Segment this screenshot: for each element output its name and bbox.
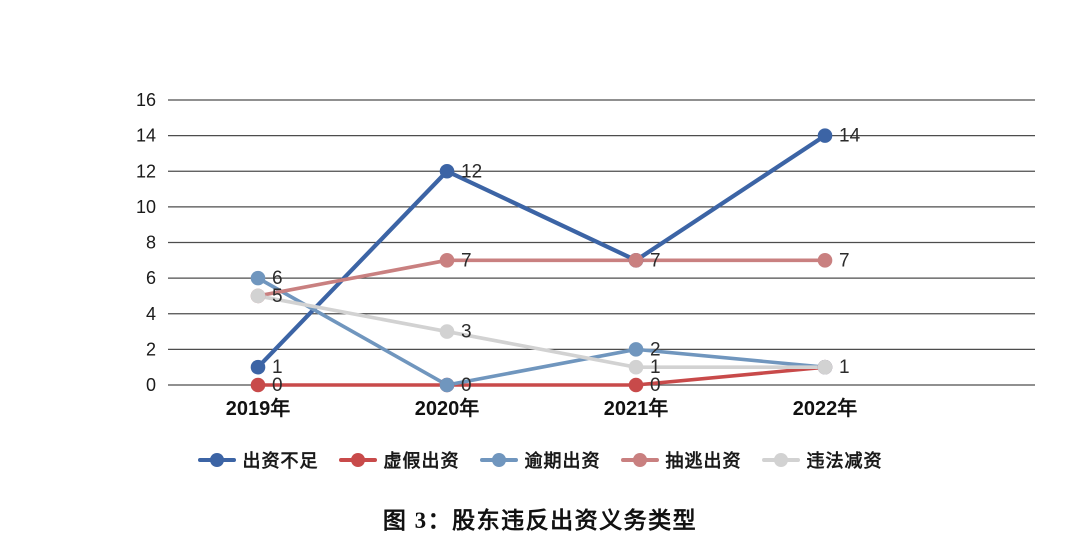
legend-marker-dot-icon	[209, 453, 224, 467]
series-3-point-2	[628, 253, 644, 268]
y-tick-label-6: 6	[146, 268, 156, 288]
chart-caption: 图 3：股东违反出资义务类型	[382, 508, 698, 533]
series-4-point-3	[817, 359, 833, 375]
legend-label-0: 出资不足	[242, 451, 319, 471]
data-label-s3-2: 7	[650, 250, 661, 271]
y-tick-label-14: 14	[136, 126, 156, 146]
legend-marker-dot-icon	[350, 453, 365, 467]
legend-marker-dot-icon	[632, 453, 647, 467]
data-label-s0-3: 14	[839, 126, 861, 147]
y-tick-label-2: 2	[146, 339, 156, 359]
legend-item-2: 逾期出资	[479, 447, 601, 473]
legend-label-1: 虚假出资	[383, 451, 460, 471]
y-tick-label-0: 0	[146, 375, 156, 395]
series-2-point-1	[439, 377, 455, 393]
series-4-point-2	[628, 359, 644, 375]
y-tick-label-12: 12	[136, 161, 156, 181]
x-axis-label-3: 2022年	[793, 396, 858, 420]
data-label-s0-1: 12	[461, 161, 482, 182]
data-label-s4-1: 3	[461, 322, 472, 343]
data-label-s3-3: 7	[839, 250, 850, 271]
series-0-point-0	[250, 359, 266, 375]
legend-item-4: 违法减资	[761, 447, 883, 473]
y-tick-label-4: 4	[146, 304, 156, 324]
series-0-point-3	[817, 128, 833, 143]
chart-legend: 出资不足 虚假出资 逾期出资 抽逃出资 违法减资	[0, 447, 1080, 473]
legend-marker-line	[620, 453, 659, 467]
series-line-3	[256, 258, 827, 298]
series-4-point-1	[439, 324, 455, 339]
x-axis-label-2: 2021年	[604, 396, 669, 420]
data-label-s4-0: 5	[272, 286, 283, 307]
series-2-point-0	[250, 270, 266, 286]
x-axis-label-0: 2019年	[226, 396, 291, 420]
series-0-point-1	[439, 163, 455, 179]
legend-item-3: 抽逃出资	[620, 447, 742, 473]
y-tick-label-10: 10	[136, 197, 156, 217]
series-line-4	[256, 294, 827, 369]
x-axis-label-1: 2020年	[415, 396, 480, 420]
legend-label-2: 逾期出资	[524, 451, 601, 471]
data-label-s2-2: 2	[650, 339, 661, 360]
legend-marker-line	[761, 453, 800, 467]
data-label-s2-1: 0	[461, 375, 472, 396]
series-4-point-0	[250, 288, 266, 304]
series-line-1	[256, 365, 827, 387]
series-line-2	[256, 276, 827, 387]
series-2-point-2	[628, 342, 644, 357]
series-1-point-2	[628, 377, 644, 393]
series-1-point-0	[250, 377, 266, 393]
y-tick-label-16: 16	[136, 90, 156, 110]
data-label-s1-0: 0	[272, 375, 283, 396]
data-label-s4-3: 1	[839, 357, 850, 378]
data-label-s0-0: 1	[272, 357, 283, 378]
legend-marker-dot-icon	[491, 453, 506, 467]
legend-marker-dot-icon	[773, 453, 788, 467]
series-3-point-3	[817, 253, 833, 268]
legend-label-3: 抽逃出资	[665, 451, 742, 471]
data-label-s3-1: 7	[461, 250, 472, 271]
legend-item-1: 虚假出资	[338, 447, 460, 473]
legend-marker-line	[338, 453, 377, 467]
legend-marker-line	[197, 453, 236, 467]
data-label-s4-2: 1	[650, 357, 661, 378]
series-3-point-1	[439, 253, 455, 268]
legend-label-4: 违法减资	[806, 451, 883, 471]
legend-item-0: 出资不足	[197, 447, 319, 473]
legend-marker-line	[479, 453, 518, 467]
data-label-s2-0: 6	[272, 268, 283, 289]
data-label-s1-2: 0	[650, 375, 661, 396]
y-tick-label-8: 8	[146, 233, 156, 253]
series-line-0	[255, 133, 828, 370]
